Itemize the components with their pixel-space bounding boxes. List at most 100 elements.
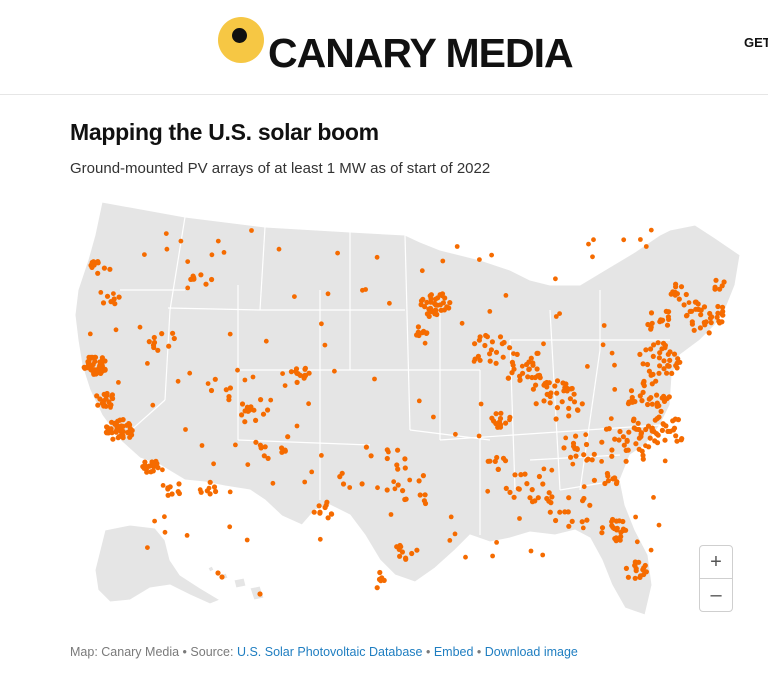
- solar-array-marker[interactable]: [319, 321, 324, 327]
- solar-array-marker[interactable]: [648, 227, 654, 233]
- solar-array-marker[interactable]: [589, 457, 595, 463]
- solar-array-marker[interactable]: [540, 552, 546, 558]
- solar-array-marker[interactable]: [554, 390, 560, 396]
- solar-array-marker[interactable]: [643, 443, 648, 449]
- solar-array-marker[interactable]: [574, 446, 580, 452]
- solar-array-marker[interactable]: [666, 363, 672, 369]
- solar-array-marker[interactable]: [517, 516, 522, 521]
- solar-array-marker[interactable]: [626, 399, 632, 405]
- solar-array-marker[interactable]: [609, 519, 614, 525]
- solar-array-marker[interactable]: [391, 479, 397, 485]
- solar-array-marker[interactable]: [319, 453, 324, 458]
- solar-array-marker[interactable]: [422, 340, 428, 346]
- solar-array-marker[interactable]: [671, 425, 678, 431]
- solar-array-marker[interactable]: [649, 401, 655, 407]
- solar-array-marker[interactable]: [104, 293, 111, 299]
- solar-array-marker[interactable]: [487, 351, 493, 357]
- solar-array-marker[interactable]: [151, 334, 157, 341]
- solar-array-marker[interactable]: [522, 471, 528, 477]
- solar-array-marker[interactable]: [203, 281, 209, 287]
- solar-array-marker[interactable]: [566, 405, 572, 411]
- solar-array-marker[interactable]: [681, 302, 687, 308]
- solar-array-marker[interactable]: [111, 296, 117, 302]
- solar-array-marker[interactable]: [500, 455, 507, 461]
- solar-array-marker[interactable]: [573, 433, 579, 439]
- solar-array-marker[interactable]: [591, 237, 596, 243]
- solar-array-marker[interactable]: [605, 473, 611, 479]
- canary-logo-icon[interactable]: [218, 17, 264, 63]
- solar-array-marker[interactable]: [191, 276, 197, 282]
- nav-link-get[interactable]: GET: [744, 35, 768, 50]
- solar-array-marker[interactable]: [698, 312, 704, 318]
- solar-array-marker[interactable]: [197, 487, 203, 493]
- solar-array-marker[interactable]: [567, 396, 573, 402]
- solar-array-marker[interactable]: [686, 300, 692, 305]
- solar-array-marker[interactable]: [528, 355, 534, 361]
- solar-array-marker[interactable]: [534, 366, 540, 372]
- solar-array-marker[interactable]: [427, 307, 433, 313]
- solar-array-marker[interactable]: [617, 428, 623, 435]
- solar-array-marker[interactable]: [546, 380, 552, 386]
- solar-array-marker[interactable]: [664, 370, 670, 376]
- solar-array-marker[interactable]: [258, 445, 264, 451]
- solar-array-marker[interactable]: [650, 353, 656, 359]
- solar-array-marker[interactable]: [239, 401, 246, 407]
- solar-array-marker[interactable]: [573, 453, 579, 459]
- solar-array-marker[interactable]: [571, 399, 578, 405]
- solar-array-marker[interactable]: [187, 370, 193, 376]
- solar-array-marker[interactable]: [221, 250, 227, 255]
- solar-array-marker[interactable]: [446, 305, 452, 311]
- solar-array-marker[interactable]: [636, 559, 642, 565]
- solar-array-marker[interactable]: [660, 421, 667, 427]
- solar-array-marker[interactable]: [623, 565, 630, 571]
- solar-array-marker[interactable]: [657, 363, 663, 369]
- solar-array-marker[interactable]: [337, 474, 343, 480]
- solar-array-marker[interactable]: [507, 345, 513, 351]
- solar-array-marker[interactable]: [654, 403, 660, 409]
- solar-array-marker[interactable]: [302, 373, 308, 379]
- solar-array-marker[interactable]: [640, 389, 646, 395]
- solar-array-marker[interactable]: [633, 441, 639, 447]
- solar-array-marker[interactable]: [270, 480, 276, 486]
- solar-array-marker[interactable]: [720, 308, 726, 315]
- solar-array-marker[interactable]: [613, 480, 620, 487]
- solar-array-marker[interactable]: [375, 485, 380, 491]
- solar-array-marker[interactable]: [175, 489, 181, 495]
- solar-array-marker[interactable]: [632, 399, 638, 405]
- solar-array-marker[interactable]: [493, 411, 499, 417]
- solar-array-marker[interactable]: [145, 545, 150, 550]
- solar-array-marker[interactable]: [609, 453, 615, 459]
- solar-array-marker[interactable]: [169, 491, 175, 497]
- solar-array-marker[interactable]: [580, 525, 586, 531]
- solar-array-marker[interactable]: [565, 509, 571, 515]
- solar-array-marker[interactable]: [638, 237, 643, 242]
- solar-array-marker[interactable]: [251, 407, 257, 413]
- solar-array-marker[interactable]: [646, 368, 653, 374]
- solar-array-marker[interactable]: [527, 495, 533, 501]
- solar-array-marker[interactable]: [701, 319, 707, 326]
- solar-array-marker[interactable]: [395, 466, 401, 472]
- solar-array-marker[interactable]: [163, 231, 169, 236]
- solar-array-marker[interactable]: [397, 542, 403, 549]
- solar-array-marker[interactable]: [239, 412, 245, 418]
- solar-array-marker[interactable]: [641, 378, 647, 384]
- solar-array-marker[interactable]: [530, 362, 536, 368]
- solar-array-marker[interactable]: [219, 574, 225, 580]
- solar-array-marker[interactable]: [431, 414, 436, 420]
- solar-array-marker[interactable]: [150, 402, 156, 408]
- solar-array-marker[interactable]: [93, 371, 99, 377]
- solar-array-marker[interactable]: [207, 491, 213, 497]
- solar-array-marker[interactable]: [535, 495, 541, 501]
- solar-array-marker[interactable]: [636, 435, 643, 441]
- solar-array-marker[interactable]: [407, 477, 413, 483]
- solar-array-marker[interactable]: [419, 268, 425, 274]
- solar-array-marker[interactable]: [184, 533, 190, 538]
- solar-array-marker[interactable]: [667, 357, 673, 363]
- solar-array-marker[interactable]: [590, 254, 595, 260]
- solar-array-marker[interactable]: [424, 330, 430, 336]
- solar-array-marker[interactable]: [448, 514, 454, 520]
- solar-array-marker[interactable]: [211, 461, 217, 467]
- solar-array-marker[interactable]: [649, 320, 655, 326]
- solar-array-marker[interactable]: [546, 490, 552, 496]
- solar-array-marker[interactable]: [95, 270, 101, 276]
